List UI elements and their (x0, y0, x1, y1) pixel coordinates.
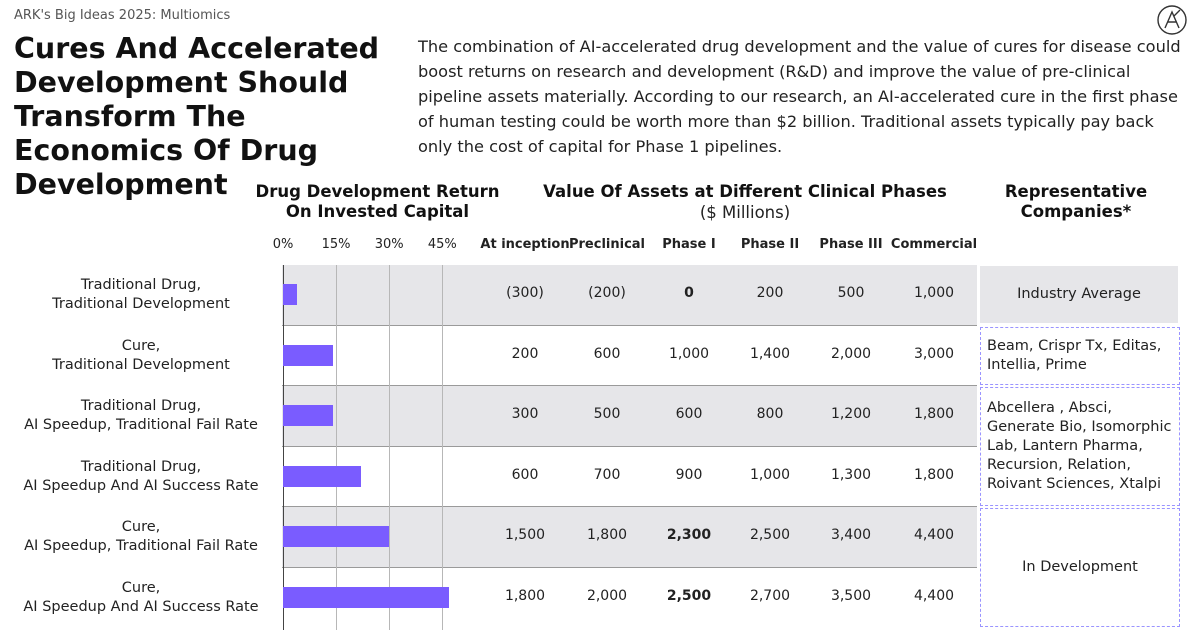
table-column-header: Phase II (740, 237, 800, 252)
chart-bar (283, 405, 333, 426)
table-column-header: Phase III (819, 237, 883, 252)
row-label-line: AI Speedup, Traditional Fail Rate (24, 417, 258, 433)
row-shade (282, 386, 977, 446)
row-label-line: AI Speedup, Traditional Fail Rate (24, 538, 258, 554)
table-cell: 1,800 (913, 466, 955, 483)
row-label-line: Cure, (121, 519, 161, 535)
row-label: Traditional Drug, AI Speedup, Traditional… (10, 397, 272, 435)
table-cell: 2,700 (749, 587, 791, 604)
table-cell: 200 (756, 285, 784, 301)
table-cell: 1,200 (830, 406, 872, 422)
table-cell: 2,000 (830, 345, 872, 362)
table-cell: 1,800 (504, 587, 546, 604)
row-label: Cure, AI Speedup And AI Success Rate (10, 579, 272, 617)
table-column-header: At inception (480, 237, 570, 252)
table-cell: 2,500 (749, 527, 791, 543)
roic-chart-title: Drug Development Return On Invested Capi… (255, 182, 500, 221)
table-cell: 900 (675, 466, 703, 483)
chart-axis-line (283, 265, 284, 630)
row-separator (282, 324, 977, 326)
row-label: Traditional Drug, AI Speedup And AI Succe… (10, 458, 272, 496)
chart-gridline (336, 265, 338, 630)
chart-bar (283, 465, 361, 487)
table-cell: 500 (593, 406, 621, 422)
table-cell: 200 (511, 345, 539, 362)
representative-companies-box: Abcellera , Absci, Generate Bio, Isomorp… (980, 387, 1180, 506)
table-cell: 1,000 (913, 285, 955, 301)
row-label-line: Traditional Drug, (80, 398, 202, 414)
chart-tick-label: 45% (427, 237, 457, 252)
chart-bar (283, 284, 298, 305)
row-label: Cure, Traditional Development (10, 337, 272, 375)
table-cell: 3,500 (830, 587, 872, 604)
table-column-header: Preclinical (568, 237, 646, 252)
table-cell: 1,400 (749, 345, 791, 362)
table-cell: 2,000 (586, 587, 628, 604)
chart-bar (283, 344, 333, 366)
ark-logo-icon (1157, 5, 1187, 35)
chart-bar (283, 586, 450, 608)
table-cell: 1,000 (749, 466, 791, 483)
row-label: Traditional Drug, Traditional Development (10, 276, 272, 314)
table-cell: 4,400 (913, 587, 955, 604)
table-cell: 500 (837, 285, 865, 301)
row-label-line: Cure, (121, 579, 161, 596)
table-cell: 1,000 (668, 345, 710, 362)
representative-companies-text: In Development (1022, 559, 1138, 575)
table-cell: 1,800 (586, 527, 628, 543)
table-cell: (200) (588, 285, 626, 301)
row-separator (282, 385, 977, 386)
table-cell: 3,000 (913, 345, 955, 362)
value-table-title: Value Of Assets at Different Clinical Ph… (543, 182, 947, 201)
row-label-line: Traditional Drug, (80, 458, 202, 475)
table-cell: 3,400 (830, 527, 872, 543)
table-column-header: Phase I (662, 237, 716, 252)
representative-companies-text: Industry Average (1017, 285, 1141, 302)
representative-companies-box: Industry Average (980, 266, 1178, 323)
representative-companies-text: Abcellera , Absci, Generate Bio, Isomorp… (987, 400, 1172, 492)
row-label-line: Traditional Development (52, 296, 230, 312)
row-separator (282, 506, 977, 507)
representative-companies-box: Beam, Crispr Tx, Editas, Intellia, Prime (980, 326, 1180, 385)
table-cell: (300) (506, 285, 544, 301)
row-label-line: AI Speedup And AI Success Rate (23, 598, 259, 615)
table-cell: 1,300 (830, 466, 872, 483)
row-separator (282, 566, 977, 568)
table-cell: 0 (684, 285, 694, 301)
chart-bar (283, 526, 390, 547)
table-cell: 1,800 (913, 406, 955, 422)
row-shade (282, 265, 977, 325)
row-label-line: AI Speedup And AI Success Rate (23, 477, 259, 494)
row-label-line: Traditional Drug, (80, 277, 202, 293)
chart-gridline (389, 265, 391, 630)
chart-tick-label: 0% (272, 237, 294, 252)
row-label-line: Traditional Development (52, 356, 230, 373)
table-column-header: Commercial (890, 237, 978, 252)
chart-tick-label: 30% (374, 237, 404, 252)
value-table-unit: ($ Millions) (699, 203, 791, 222)
table-cell: 300 (511, 406, 539, 422)
description-text: The combination of AI-accelerated drug d… (418, 37, 1181, 156)
representatives-title: Representative Companies* (1004, 182, 1148, 221)
table-cell: 4,400 (913, 527, 955, 543)
row-label: Cure, AI Speedup, Traditional Fail Rate (10, 518, 272, 556)
table-cell: 800 (756, 406, 784, 422)
table-cell: 600 (675, 406, 703, 422)
report-subtitle: ARK's Big Ideas 2025: Multiomics (14, 8, 231, 23)
table-cell: 1,500 (504, 527, 546, 543)
chart-tick-label: 15% (321, 237, 351, 252)
table-cell: 2,300 (666, 527, 712, 543)
table-cell: 600 (511, 466, 539, 483)
row-shade (282, 507, 977, 567)
table-cell: 600 (593, 345, 621, 362)
table-cell: 2,500 (666, 587, 712, 604)
row-label-line: Cure, (121, 337, 161, 354)
representative-companies-box: In Development (980, 508, 1180, 627)
row-separator (282, 445, 977, 447)
table-cell: 700 (593, 466, 621, 483)
page-title: Cures And Accelerated Development Should… (14, 32, 380, 201)
chart-gridline (442, 265, 444, 630)
representative-companies-text: Beam, Crispr Tx, Editas, Intellia, Prime (987, 337, 1162, 373)
